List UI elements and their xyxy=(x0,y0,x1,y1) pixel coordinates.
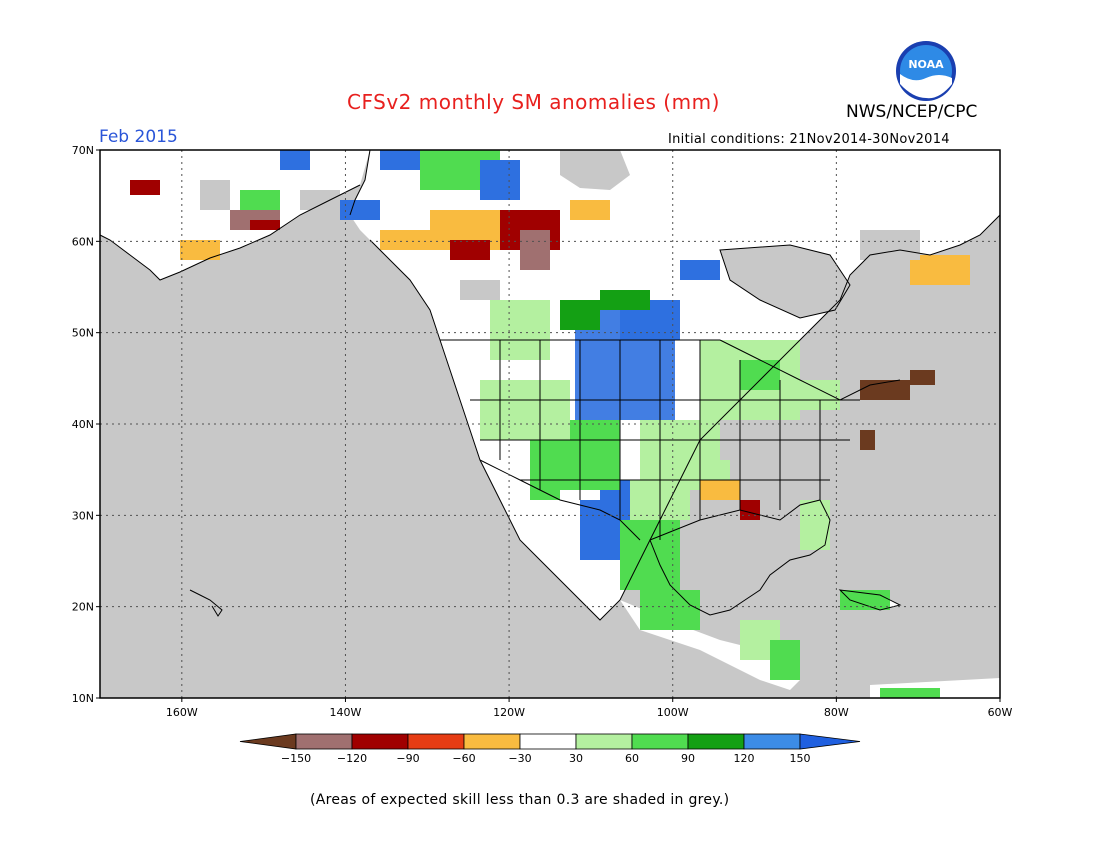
lon-label: 100W xyxy=(657,706,689,719)
lat-label: 30N xyxy=(72,509,94,522)
latitude-labels: 70N 60N 50N 40N 30N 20N 10N xyxy=(72,144,100,705)
lat-label: 20N xyxy=(72,601,94,614)
colorbar-box xyxy=(743,733,801,750)
skill-footnote: (Areas of expected skill less than 0.3 a… xyxy=(310,792,730,808)
colorbar-arrow-high xyxy=(799,733,861,750)
colorbar-box xyxy=(295,733,353,750)
lat-label: 40N xyxy=(72,418,94,431)
colorbar-tick-label: −120 xyxy=(337,752,367,765)
colorbar-tick-label: 30 xyxy=(569,752,583,765)
lon-label: 80W xyxy=(824,706,849,719)
lat-lon-gridlines xyxy=(100,150,1000,698)
colorbar-box xyxy=(351,733,409,750)
svg-text:NOAA: NOAA xyxy=(908,58,944,71)
lat-label: 10N xyxy=(72,692,94,705)
initial-conditions-label: Initial conditions: 21Nov2014-30Nov2014 xyxy=(668,132,950,147)
colorbar-box xyxy=(575,733,633,750)
lat-label: 60N xyxy=(72,235,94,248)
colorbar-box xyxy=(687,733,745,750)
colorbar-tick-label: 120 xyxy=(734,752,755,765)
agency-label: NWS/NCEP/CPC xyxy=(846,102,978,122)
longitude-labels: 160W 140W 120W 100W 80W 60W xyxy=(166,698,1013,719)
political-boundaries xyxy=(99,149,1001,621)
colorbar-tick-label: 60 xyxy=(625,752,639,765)
lat-label: 70N xyxy=(72,144,94,157)
valid-month-label: Feb 2015 xyxy=(99,127,178,147)
lon-label: 120W xyxy=(493,706,525,719)
colorbar-tick-label: −60 xyxy=(452,752,475,765)
colorbar-box xyxy=(631,733,689,750)
lon-label: 160W xyxy=(166,706,198,719)
colorbar-tick-label: 90 xyxy=(681,752,695,765)
colorbar-tick-label: −150 xyxy=(281,752,311,765)
chart-title: CFSv2 monthly SM anomalies (mm) xyxy=(347,90,720,114)
colorbar-tick-label: 150 xyxy=(790,752,811,765)
lon-label: 140W xyxy=(330,706,362,719)
lat-label: 50N xyxy=(72,327,94,340)
colorbar-tick-label: −30 xyxy=(508,752,531,765)
anomaly-shading xyxy=(130,150,970,698)
noaa-logo-icon: NOAA xyxy=(896,41,956,101)
colorbar-box xyxy=(519,733,577,750)
colorbar-box xyxy=(407,733,465,750)
lon-label: 60W xyxy=(988,706,1013,719)
colorbar-box xyxy=(463,733,521,750)
colorbar-tick-label: −90 xyxy=(396,752,419,765)
colorbar-arrow-low xyxy=(239,733,297,750)
